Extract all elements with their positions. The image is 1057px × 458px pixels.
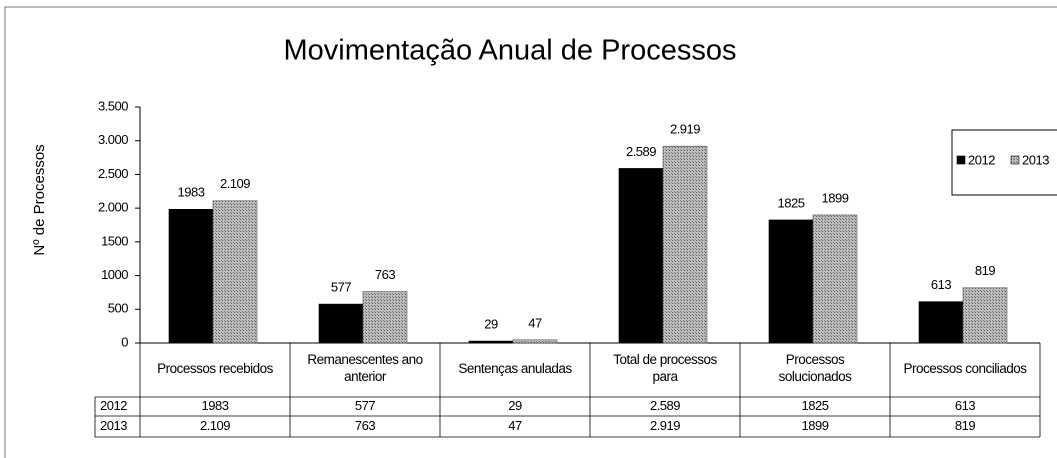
bar: [362, 291, 408, 344]
y-axis-label: Nº de Processos: [31, 144, 48, 255]
y-tick-label: 2.000: [98, 200, 128, 215]
data-label: 1825: [778, 195, 805, 210]
table-row-label: 2013: [100, 418, 127, 433]
frame: [4, 6, 1057, 458]
y-tick-label: 3.000: [98, 132, 128, 147]
x-tick-label: Processos conciliados: [903, 360, 1027, 376]
data-label: 577: [331, 280, 351, 295]
y-tick-label: 500: [108, 301, 128, 316]
table-cell: 763: [355, 418, 375, 433]
bar: [962, 287, 1008, 344]
table-cell: 1825: [802, 398, 829, 413]
data-label: 763: [375, 267, 395, 282]
legend-label: 2012: [968, 152, 995, 167]
bar: [468, 340, 514, 344]
chart-title: Movimentação Anual de Processos: [284, 35, 737, 67]
y-tick-label: 1000: [101, 267, 128, 282]
table-cell: 2.589: [650, 398, 680, 413]
table-cell: 29: [508, 398, 522, 413]
table-cell: 47: [508, 418, 522, 433]
y-tick-label: 3.500: [98, 98, 128, 113]
data-label: 1983: [178, 185, 205, 200]
data-label: 2.109: [220, 176, 250, 191]
table-row-label: 2012: [100, 398, 127, 413]
x-tick-label: Processos recebidos: [157, 360, 273, 376]
table-cell: 2.919: [650, 418, 680, 433]
table-cell: 577: [355, 398, 375, 413]
table-cell: 1983: [202, 398, 229, 413]
bar: [168, 208, 214, 344]
table-cell: 613: [955, 398, 975, 413]
y-tick-label: 0: [121, 334, 128, 349]
table-cell: 819: [955, 418, 975, 433]
x-tick-label: Processos solucionados: [778, 352, 852, 384]
bar: [918, 301, 964, 344]
bar: [512, 339, 558, 344]
y-tick-label: 2.500: [98, 166, 128, 181]
data-label: 47: [528, 315, 542, 330]
data-label: 2.919: [670, 122, 700, 137]
table-cell: 1899: [802, 418, 829, 433]
table-cell: 2.109: [200, 418, 230, 433]
x-tick-label: Total de processos para: [613, 352, 717, 384]
data-label: 1899: [822, 190, 849, 205]
x-tick-label: Remanescentes ano anterior: [307, 352, 423, 384]
legend-swatch: [1010, 155, 1020, 165]
data-label: 819: [975, 263, 995, 278]
legend-swatch: [956, 155, 966, 165]
legend-box: [951, 129, 1057, 196]
bar: [212, 200, 258, 344]
bar: [768, 219, 814, 344]
legend-label: 2013: [1022, 152, 1049, 167]
data-label: 613: [931, 277, 951, 292]
bar: [812, 214, 858, 344]
bar: [662, 145, 708, 344]
bar: [318, 303, 364, 344]
data-label: 2.589: [626, 144, 656, 159]
x-tick-label: Sentenças anuladas: [458, 360, 572, 376]
bar: [618, 168, 664, 344]
y-tick-label: 1500: [101, 233, 128, 248]
data-label: 29: [484, 316, 498, 331]
